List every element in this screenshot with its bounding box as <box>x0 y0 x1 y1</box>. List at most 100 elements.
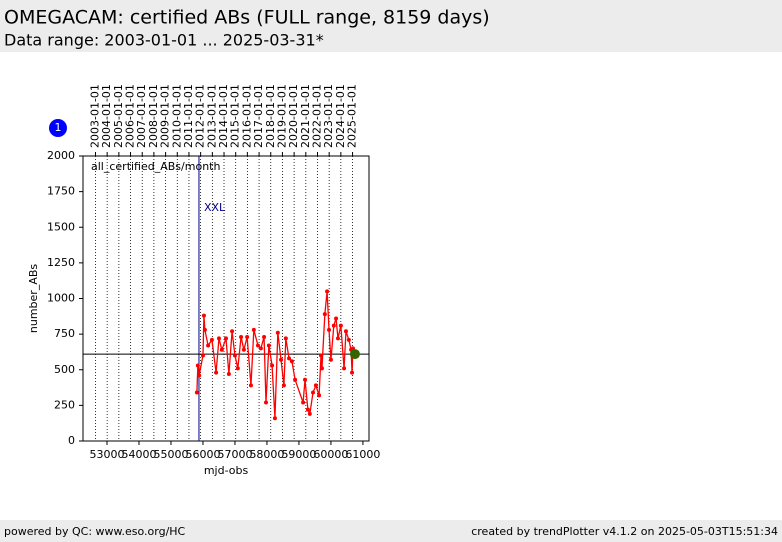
top-tick-label: 2024-01-01 <box>334 84 347 148</box>
y-tick-label: 1250 <box>47 256 75 269</box>
data-point <box>216 336 221 341</box>
annotation: all_certified_ABs/month <box>91 160 220 173</box>
data-point <box>325 289 330 294</box>
top-tick-label: 2010-01-01 <box>170 84 183 148</box>
top-tick-label: 2012-01-01 <box>194 84 207 148</box>
data-point <box>195 363 200 368</box>
x-tick-label: 55000 <box>153 448 188 461</box>
data-point <box>262 334 267 339</box>
data-point <box>338 323 343 328</box>
top-tick-label: 2009-01-01 <box>159 84 172 148</box>
data-point <box>245 334 250 339</box>
data-point <box>206 343 211 348</box>
data-point <box>327 327 332 332</box>
top-tick-label: 2023-01-01 <box>322 84 335 148</box>
data-point <box>303 377 308 382</box>
x-tick-label: 57000 <box>217 448 252 461</box>
y-tick-label: 250 <box>54 398 75 411</box>
data-point <box>342 366 347 371</box>
data-point <box>331 323 336 328</box>
top-tick-label: 2016-01-01 <box>240 84 253 148</box>
data-point <box>255 343 260 348</box>
data-point <box>251 327 256 332</box>
data-point <box>281 383 286 388</box>
latest-point <box>349 349 360 360</box>
y-tick-label: 500 <box>54 363 75 376</box>
data-point <box>301 400 306 405</box>
top-tick-label: 2004-01-01 <box>100 84 113 148</box>
data-point <box>258 346 263 351</box>
data-point <box>287 356 292 361</box>
top-tick-label: 2006-01-01 <box>124 84 137 148</box>
top-tick-label: 2021-01-01 <box>299 84 312 148</box>
vertical-marker-label: XXL <box>204 201 226 214</box>
data-point <box>248 383 253 388</box>
top-tick-label: 2022-01-01 <box>310 84 323 148</box>
page-subtitle: Data range: 2003-01-01 ... 2025-03-31* <box>4 31 324 50</box>
data-point <box>335 336 340 341</box>
top-tick-label: 2007-01-01 <box>135 84 148 148</box>
y-tick-label: 1750 <box>47 185 75 198</box>
badge-circle <box>49 119 67 137</box>
footer-right: created by trendPlotter v4.1.2 on 2025-0… <box>471 525 778 538</box>
data-point <box>200 353 205 358</box>
data-point <box>319 366 324 371</box>
data-point <box>346 337 351 342</box>
top-tick-label: 2020-01-01 <box>287 84 300 148</box>
top-tick-label: 2014-01-01 <box>217 84 230 148</box>
badge-label: 1 <box>55 121 62 134</box>
data-point <box>232 353 237 358</box>
data-point <box>313 383 318 388</box>
y-tick-label: 1000 <box>47 292 75 305</box>
x-tick-label: 59000 <box>281 448 316 461</box>
data-point <box>209 337 214 342</box>
page-title: OMEGACAM: certified ABs (FULL range, 815… <box>4 7 490 29</box>
data-point <box>263 400 268 405</box>
x-tick-label: 53000 <box>89 448 124 461</box>
data-point <box>239 334 244 339</box>
data-point <box>235 366 240 371</box>
x-tick-label: 56000 <box>185 448 220 461</box>
data-point <box>201 313 206 318</box>
footer-left: powered by QC: www.eso.org/HC <box>4 525 186 538</box>
data-point <box>279 357 284 362</box>
data-point <box>230 329 235 334</box>
top-tick-label: 2015-01-01 <box>229 84 242 148</box>
data-point <box>266 343 271 348</box>
y-tick-label: 2000 <box>47 149 75 162</box>
data-point <box>219 347 224 352</box>
x-axis-label: mjd-obs <box>204 464 249 477</box>
data-point <box>275 330 280 335</box>
x-tick-label: 60000 <box>313 448 348 461</box>
data-point <box>293 377 298 382</box>
data-point <box>350 370 355 375</box>
series-line <box>196 291 354 419</box>
data-point <box>224 336 228 341</box>
top-tick-label: 2017-01-01 <box>252 84 265 148</box>
top-tick-label: 2025-01-01 <box>346 84 359 148</box>
data-point <box>319 353 324 358</box>
y-tick-label: 0 <box>68 434 75 447</box>
top-tick-label: 2005-01-01 <box>112 84 125 148</box>
data-point <box>311 390 316 395</box>
x-tick-label: 54000 <box>121 448 156 461</box>
data-point <box>197 373 202 378</box>
top-tick-label: 2008-01-01 <box>147 84 160 148</box>
y-tick-label: 750 <box>54 327 75 340</box>
data-point <box>343 329 348 334</box>
data-point <box>283 336 288 341</box>
data-point <box>305 407 310 412</box>
footer-band <box>0 520 782 542</box>
x-tick-label: 58000 <box>249 448 284 461</box>
data-point <box>272 416 277 421</box>
top-tick-label: 2019-01-01 <box>275 84 288 148</box>
data-point <box>317 393 322 398</box>
data-point <box>289 359 294 364</box>
data-point <box>270 363 275 368</box>
data-point <box>226 372 231 377</box>
x-tick-label: 61000 <box>345 448 380 461</box>
data-point <box>241 347 246 352</box>
y-tick-label: 1500 <box>47 220 75 233</box>
data-point <box>214 370 219 375</box>
